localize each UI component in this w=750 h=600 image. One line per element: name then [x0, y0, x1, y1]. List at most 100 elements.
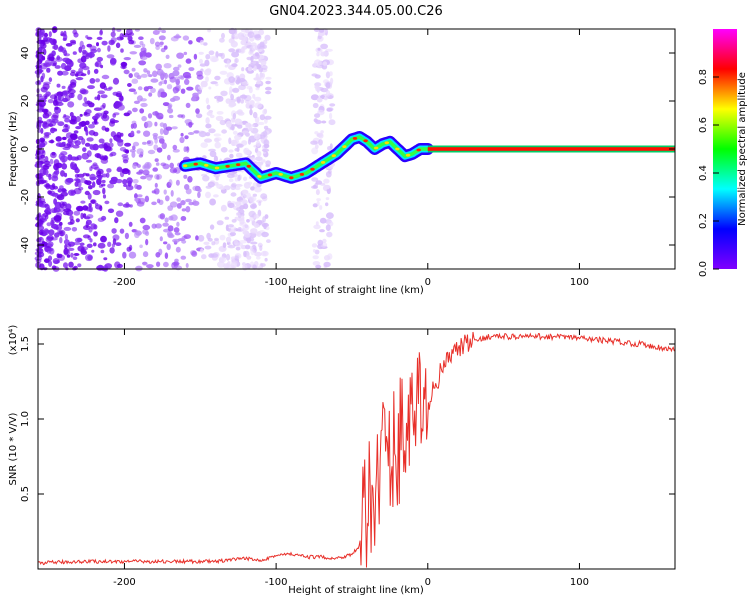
spectrogram-noise-blob — [318, 31, 326, 37]
spectrogram-noise-blob — [191, 250, 198, 257]
spectrogram-noise-blob — [93, 131, 99, 137]
spectrogram-noise-blob — [228, 137, 232, 145]
spectrogram-noise-blob — [145, 238, 149, 246]
spectrogram-noise-blob — [248, 50, 254, 56]
spectrogram-noise-blob — [239, 94, 248, 99]
spectrogram-noise-blob — [164, 252, 169, 259]
spectrogram-noise-blob — [107, 183, 115, 189]
spectrogram-noise-blob — [236, 96, 241, 103]
spectrogram-noise-blob — [85, 35, 89, 39]
spectrogram-noise-blob — [175, 33, 180, 39]
spectrogram-noise-blob — [108, 86, 113, 90]
spectrogram-noise-blob — [310, 140, 318, 145]
spectrogram-noise-blob — [96, 56, 104, 62]
spectrogram-noise-blob — [263, 125, 269, 130]
colorbar: 0.0 0.2 0.4 0.6 0.8 Normalized spectral ampl… — [698, 29, 748, 277]
spectrogram-noise-blob — [321, 120, 327, 124]
spectrogram-noise-blob — [190, 97, 197, 102]
ridge-peak — [331, 154, 336, 158]
spectrogram-noise-blob — [214, 137, 222, 142]
spectrogram-noise-blob — [77, 93, 83, 101]
spectrogram-noise-blob — [231, 219, 237, 223]
spectrogram-noise-blob — [230, 192, 237, 197]
spectrogram-noise-blob — [35, 248, 43, 252]
spectrogram-noise-blob — [165, 54, 170, 59]
spectrogram-noise-blob — [314, 85, 319, 89]
spectrogram-noise-blob — [72, 29, 78, 35]
spectrogram-noise-blob — [320, 130, 324, 134]
spectrogram-noise-blob — [173, 66, 180, 72]
spectrogram-noise-blob — [142, 141, 147, 145]
spectrogram-noise-blob — [183, 234, 191, 240]
spectrogram-noise-blob — [120, 48, 124, 53]
spectrogram-noise-blob — [48, 248, 53, 252]
spectrogram-noise-blob — [214, 237, 219, 241]
spectrogram-noise-blob — [128, 32, 135, 37]
spectrogram-noise-blob — [213, 155, 218, 163]
spectrogram-noise-blob — [69, 119, 78, 125]
spectrogram-noise-blob — [96, 36, 103, 41]
spectrogram-noise-blob — [139, 244, 143, 249]
spectrogram-noise-blob — [51, 26, 57, 34]
spectrogram-noise-blob — [188, 201, 194, 206]
spectrogram-noise-blob — [62, 91, 68, 97]
spectrogram-noise-blob — [84, 142, 91, 147]
spectrogram-noise-blob — [133, 91, 138, 95]
spectrogram-y-label: Frequency (Hz) — [8, 111, 19, 187]
spectrogram-noise-blob — [234, 147, 240, 152]
spectrogram-noise-blob — [257, 64, 263, 68]
spectrogram-noise-blob — [260, 263, 266, 267]
spectrogram-noise-blob — [55, 100, 59, 107]
ridge-peak — [310, 167, 315, 171]
spectrogram-noise-blob — [154, 121, 158, 127]
spectrogram-noise-blob — [42, 141, 48, 146]
spectrogram-noise-blob — [319, 217, 327, 224]
spectrogram-noise-blob — [117, 104, 125, 111]
spectrogram-noise-blob — [134, 231, 140, 239]
spectrogram-noise-blob — [250, 186, 255, 191]
snr-y-label: SNR (10 * V/V) — [8, 412, 19, 485]
colorbar-scale — [713, 29, 737, 269]
spectrogram-noise-blob — [214, 75, 221, 81]
spectrogram-noise-blob — [165, 126, 173, 131]
spectrogram-noise-blob — [73, 253, 80, 256]
spectrogram-noise-blob — [185, 102, 191, 108]
spectrogram-noise-blob — [175, 246, 181, 253]
y-tick-label: 40 — [20, 47, 31, 60]
spectrogram-noise-blob — [255, 87, 260, 91]
spectrogram-noise-blob — [162, 222, 169, 227]
spectrogram-noise-blob — [56, 194, 65, 201]
spectrogram-noise-blob — [311, 147, 319, 155]
spectrogram-noise-blob — [122, 159, 129, 164]
spectrogram-noise-blob — [180, 132, 184, 137]
spectrogram-noise-blob — [133, 72, 140, 78]
spectrogram-noise-blob — [110, 151, 117, 157]
spectrogram-noise-blob — [140, 98, 147, 102]
spectrogram-noise-blob — [316, 51, 320, 57]
spectrogram-noise-blob — [250, 42, 257, 47]
spectrogram-noise-blob — [263, 143, 270, 149]
spectrogram-noise-blob — [233, 33, 242, 39]
spectrogram-noise-blob — [248, 127, 254, 132]
spectrogram-noise-blob — [324, 96, 328, 101]
spectrogram-noise-cloud — [34, 26, 336, 272]
spectrogram-noise-blob — [103, 85, 108, 91]
spectrogram-noise-blob — [140, 175, 147, 180]
spectrogram-noise-blob — [93, 231, 98, 237]
spectrogram-y-ticks: -40 -20 0 20 40 — [20, 47, 675, 253]
colorbar-tick-label: 0.6 — [698, 117, 709, 133]
spectrogram-noise-blob — [77, 136, 84, 141]
spectrogram-noise-blob — [156, 261, 161, 267]
spectrogram-noise-blob — [263, 223, 267, 230]
spectrogram-noise-blob — [228, 101, 236, 107]
spectrogram-noise-blob — [231, 33, 236, 40]
spectrogram-noise-blob — [119, 170, 125, 178]
spectrogram-noise-blob — [52, 209, 59, 214]
spectrogram-noise-blob — [197, 191, 201, 199]
spectrogram-noise-blob — [167, 107, 174, 114]
spectrogram-noise-blob — [57, 94, 62, 101]
spectrogram-noise-blob — [72, 144, 80, 149]
spectrogram-noise-blob — [252, 53, 260, 60]
spectrogram-noise-blob — [74, 237, 82, 243]
